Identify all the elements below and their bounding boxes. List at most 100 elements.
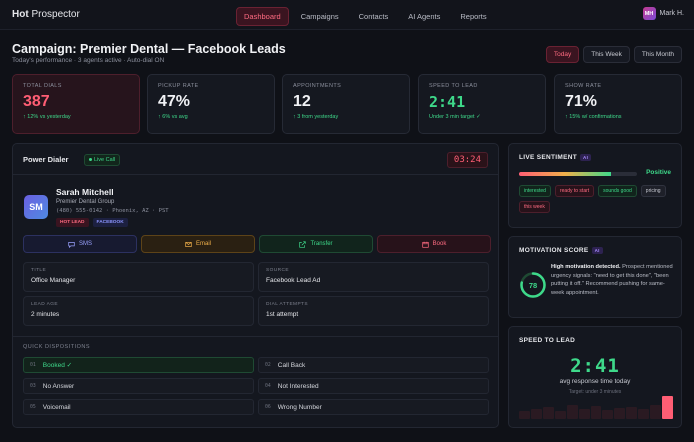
response-time-bar xyxy=(614,408,626,419)
nav-tab-contacts[interactable]: Contacts xyxy=(358,12,389,21)
kpi-label: TOTAL DIALS xyxy=(23,83,62,89)
kpi-delta: ↑ 3 from yesterday xyxy=(293,114,339,120)
kpi-label: PICKUP RATE xyxy=(158,83,199,89)
email-button[interactable]: Email xyxy=(141,235,255,253)
external-link-icon xyxy=(299,240,307,248)
kpi-total-dials: TOTAL DIALS 387 ↑ 12% vs yesterday xyxy=(12,74,140,134)
user-avatar: MH xyxy=(642,7,656,20)
kpi-value: 12 xyxy=(293,93,311,110)
disposition-wrong-number[interactable]: 06 Wrong Number xyxy=(258,399,489,415)
calendar-icon xyxy=(422,241,429,248)
disposition-voicemail[interactable]: 05 Voicemail xyxy=(23,399,254,415)
keyword-chip: ready to start xyxy=(554,185,595,197)
nav-tab-dashboard[interactable]: Dashboard xyxy=(236,7,289,26)
top-bar: Hot Prospector Dashboard Campaigns Conta… xyxy=(0,0,694,30)
kpi-row: TOTAL DIALS 387 ↑ 12% vs yesterday PICKU… xyxy=(12,74,682,134)
kpi-value: 47% xyxy=(158,93,191,110)
field-lead-age: LEAD AGE 2 minutes xyxy=(23,296,254,326)
main-nav: Dashboard Campaigns Contacts AI Agents R… xyxy=(236,7,495,26)
kpi-value: 71% xyxy=(565,93,598,110)
sentiment-keywords: interested ready to start sounds good pr… xyxy=(519,185,669,213)
disposition-no-answer[interactable]: 03 No Answer xyxy=(23,378,254,394)
response-time-bar xyxy=(519,411,530,419)
disposition-call-back[interactable]: 02 Call Back xyxy=(258,357,489,373)
kpi-value: 387 xyxy=(23,93,50,110)
book-button[interactable]: Book xyxy=(377,235,491,253)
response-time-bar xyxy=(638,409,650,419)
response-time-bar xyxy=(590,406,602,419)
sentiment-label: Positive xyxy=(646,169,671,176)
keyword-chip: this week xyxy=(519,201,550,213)
speed-to-lead-value: 2:41 xyxy=(570,355,620,377)
disposition-not-interested[interactable]: 04 Not Interested xyxy=(258,378,489,394)
tag-facebook: FACEBOOK xyxy=(92,218,128,227)
nav-tab-ai-agents[interactable]: AI Agents xyxy=(408,12,441,21)
nav-tab-campaigns[interactable]: Campaigns xyxy=(300,12,339,21)
keyword-chip: pricing xyxy=(640,185,666,197)
divider xyxy=(13,174,498,175)
divider xyxy=(13,336,498,337)
mail-icon xyxy=(185,241,192,247)
kpi-value: 2:41 xyxy=(429,93,466,111)
transfer-button[interactable]: Transfer xyxy=(259,235,373,253)
user-name: Mark H. xyxy=(659,10,685,17)
field-dial-attempts: DIAL ATTEMPTS 1st attempt xyxy=(258,296,489,326)
kpi-label: SPEED TO LEAD xyxy=(429,83,478,89)
keyword-chip: interested xyxy=(519,185,551,197)
contact-name: Sarah Mitchell xyxy=(56,187,114,197)
response-time-bar xyxy=(662,395,673,419)
page-subtitle: Today's performance · 3 agents active · … xyxy=(12,57,165,64)
range-today-button[interactable]: Today xyxy=(545,46,580,63)
live-call-badge: Live Call xyxy=(84,154,121,166)
kpi-delta: ↑ 12% vs yesterday xyxy=(23,114,71,120)
live-sentiment-panel: LIVE SENTIMENT AI Positive interested rea… xyxy=(508,143,682,228)
response-time-bar xyxy=(578,408,590,419)
kpi-delta: Under 3 min target ✓ xyxy=(429,114,481,120)
power-dialer-title: Power Dialer xyxy=(23,155,69,164)
field-source: SOURCE Facebook Lead Ad xyxy=(258,262,489,292)
disposition-booked[interactable]: 01 Booked ✓ xyxy=(23,357,254,373)
response-time-bar xyxy=(650,405,662,419)
call-timer: 03:24 xyxy=(446,152,488,168)
motivation-score-value: 78 xyxy=(528,280,538,290)
speed-to-lead-panel: SPEED TO LEAD 2:41 avg response time tod… xyxy=(508,326,682,428)
keyword-chip: sounds good xyxy=(598,185,637,197)
response-time-bar xyxy=(542,407,554,419)
ai-badge: AI xyxy=(591,247,603,254)
kpi-label: SHOW RATE xyxy=(565,83,602,89)
response-time-bars xyxy=(519,393,673,419)
user-menu[interactable]: MH Mark H. xyxy=(642,7,685,20)
contact-actions: SMS Email Transfer Book xyxy=(23,235,491,253)
response-time-bar xyxy=(530,409,542,419)
response-time-bar xyxy=(626,406,638,419)
range-week-button[interactable]: This Week xyxy=(583,46,630,63)
sms-button[interactable]: SMS xyxy=(23,235,137,253)
kpi-delta: ↑ 15% w/ confirmations xyxy=(565,114,622,120)
response-time-bar xyxy=(566,404,578,419)
contact-avatar: SM xyxy=(24,195,48,219)
motivation-summary: High motivation detected. Prospect menti… xyxy=(551,264,673,296)
live-dot-icon xyxy=(89,158,92,162)
sentiment-meter xyxy=(519,172,637,176)
nav-tab-reports[interactable]: Reports xyxy=(460,12,487,21)
kpi-appointments: APPOINTMENTS 12 ↑ 3 from yesterday xyxy=(282,74,410,134)
kpi-delta: ↑ 6% vs avg xyxy=(158,114,188,120)
message-icon xyxy=(68,241,75,248)
live-sentiment-title: LIVE SENTIMENT AI xyxy=(519,154,592,161)
tag-hot-lead: HOT LEAD xyxy=(56,218,89,227)
power-dialer-panel: Power Dialer Live Call 03:24 SM Sarah Mi… xyxy=(12,143,499,428)
kpi-speed-to-lead: SPEED TO LEAD 2:41 Under 3 min target ✓ xyxy=(418,74,546,134)
quick-dispositions-label: QUICK DISPOSITIONS xyxy=(23,344,91,350)
range-month-button[interactable]: This Month xyxy=(633,46,682,63)
ai-badge: AI xyxy=(580,154,592,161)
date-range-selector: Today This Week This Month xyxy=(545,46,682,63)
field-title: TITLE Office Manager xyxy=(23,262,254,292)
contact-company: Premier Dental Group xyxy=(56,199,115,205)
motivation-score-ring: 78 xyxy=(519,271,547,299)
speed-to-lead-target: Target: under 3 minutes xyxy=(568,389,622,395)
app-logo[interactable]: Hot Prospector xyxy=(12,9,80,20)
kpi-pickup-rate: PICKUP RATE 47% ↑ 6% vs avg xyxy=(147,74,275,134)
contact-phone: (480) 555-0142 · Phoenix, AZ · PST xyxy=(56,208,169,214)
kpi-show-rate: SHOW RATE 71% ↑ 15% w/ confirmations xyxy=(554,74,682,134)
page-title: Campaign: Premier Dental — Facebook Lead… xyxy=(12,42,286,56)
